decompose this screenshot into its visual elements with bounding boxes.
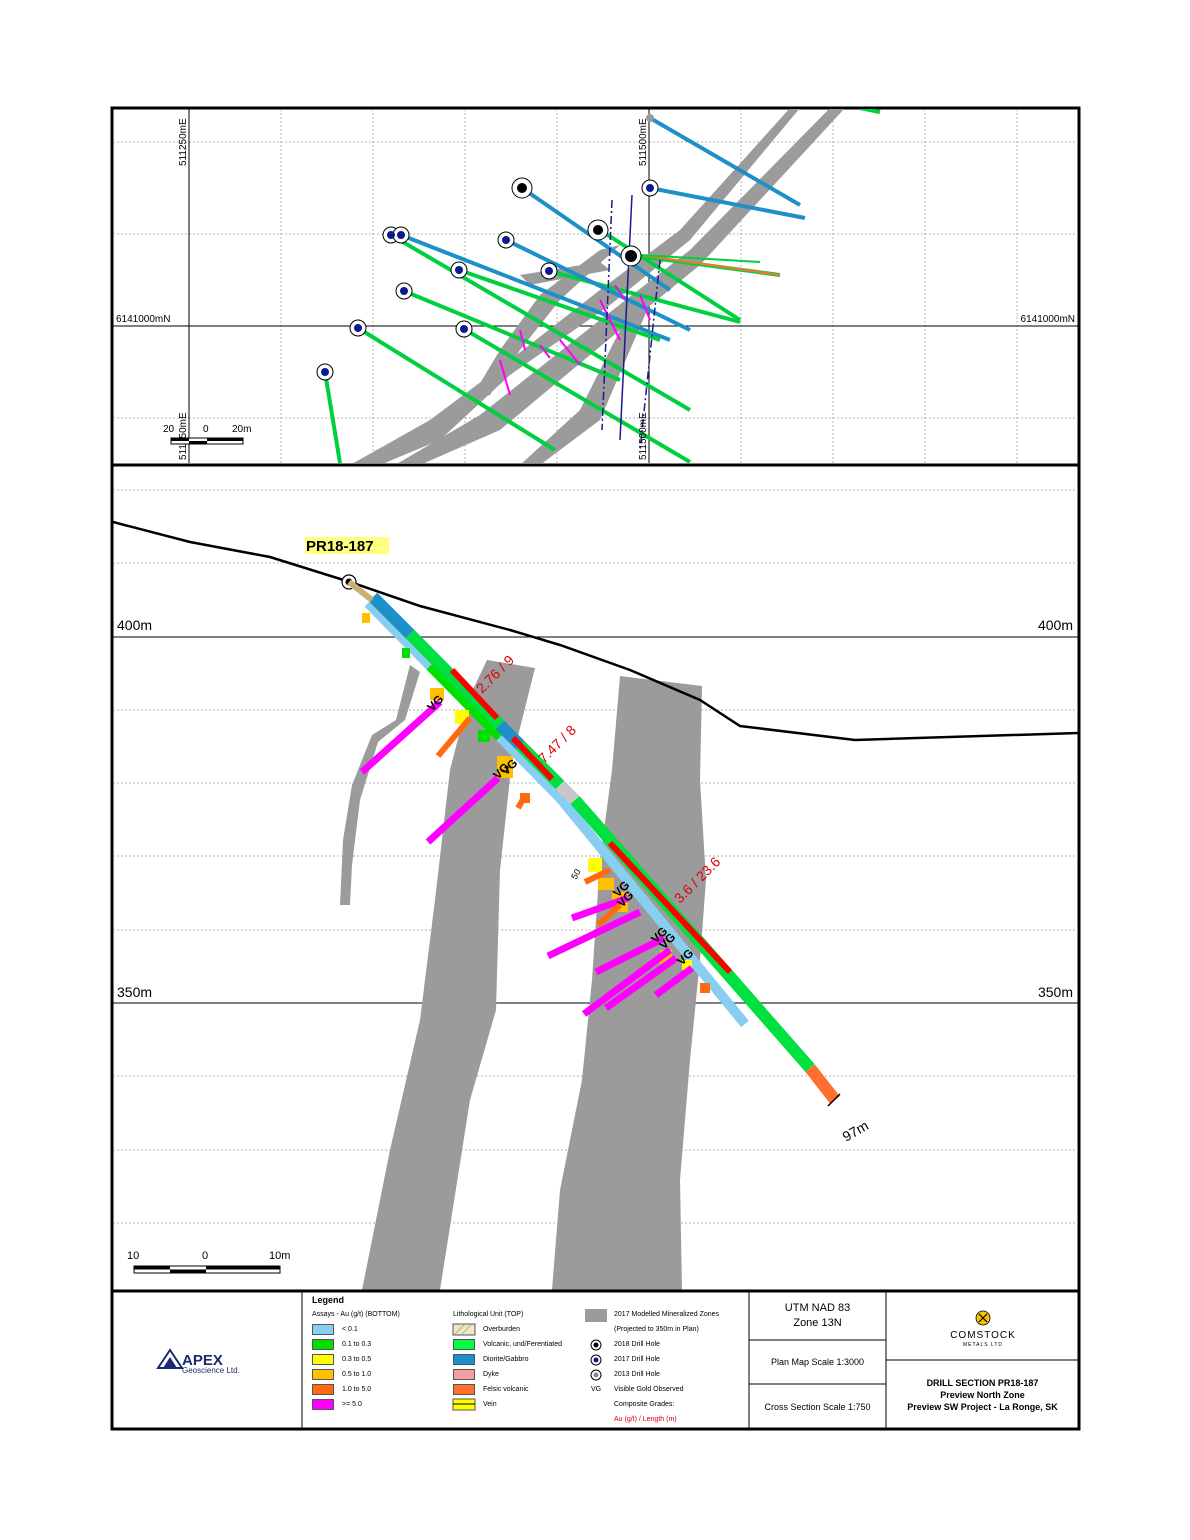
lithology-swatch	[453, 1339, 475, 1350]
end-of-hole-depth: 97m	[840, 1117, 872, 1144]
plan-scale-right: 20m	[232, 424, 251, 435]
plan-scale-left: 20	[163, 424, 175, 435]
hole-2013-label: 2013 Drill Hole	[614, 1371, 660, 1378]
elev-400-left: 400m	[117, 617, 152, 633]
northing-right-label: 6141000mN	[1021, 314, 1075, 325]
lithology-swatch-label: Diorite/Gabbro	[483, 1356, 529, 1363]
section-scale-bar: 10 0 10m	[127, 1250, 290, 1274]
assay-swatch-label: 0.5 to 1.0	[342, 1371, 372, 1378]
section-scale-left: 10	[127, 1250, 139, 1262]
apex-logo-subtext: Geoscience Ltd.	[182, 1366, 240, 1375]
section-assay-column	[364, 599, 749, 1028]
topography-line	[113, 520, 1078, 742]
assay-swatch-label: 1.0 to 5.0	[342, 1386, 372, 1393]
plan-scale-bar: 20 0 20m	[163, 424, 251, 445]
sheet-frame	[110, 106, 1081, 1431]
section-grid	[113, 489, 1078, 1224]
easting-right-bottom-label: 511500mE	[638, 412, 649, 460]
assay-swatch	[312, 1339, 334, 1350]
easting-left-label: 511250mE	[178, 118, 189, 166]
vg-code: VG	[591, 1386, 602, 1393]
apex-logo-text: APEX	[182, 1352, 223, 1369]
lithology-swatch-label: Overburden	[483, 1326, 520, 1333]
swatch-patterns	[452, 1323, 476, 1411]
assay-swatch-label: >= 5.0	[342, 1401, 362, 1408]
section-scale-mid: 0	[202, 1250, 208, 1262]
plan-scale-mid: 0	[203, 424, 209, 435]
plan-map: 511250mE 511500mE 511250mE 511500mE 6141…	[113, 109, 1078, 463]
plan-map-scale: Plan Map Scale 1:3000	[770, 1357, 865, 1367]
dip-angle-label: 50	[569, 867, 583, 881]
section-composite-bars	[449, 667, 733, 975]
projection-line2: Zone 13N	[793, 1317, 842, 1329]
composite-format: Au (g/t) / Length (m)	[614, 1416, 677, 1423]
vg-label: Visible Gold Observed	[614, 1386, 684, 1393]
hole-id-highlight	[305, 537, 389, 554]
assay-swatch	[312, 1354, 334, 1365]
plan-collars	[316, 114, 659, 381]
lithology-swatch	[453, 1369, 475, 1380]
assay-swatch	[312, 1324, 334, 1335]
legend-grid-lines	[301, 1292, 1079, 1429]
comstock-logo: COMSTOCK METALS LTD	[950, 1310, 1016, 1348]
hole-2018-label: 2018 Drill Hole	[614, 1341, 660, 1348]
zones-legend-label: 2017 Modelled Mineralized Zones	[614, 1311, 720, 1318]
cross-section-scale: Cross Section Scale 1:750	[764, 1402, 871, 1412]
elev-400-right: 400m	[1038, 617, 1073, 633]
lithology-swatch	[453, 1384, 475, 1395]
comstock-logo-subtext: METALS LTD	[963, 1342, 1003, 1348]
lithology-swatch	[453, 1354, 475, 1365]
lithology-legend-heading: Lithological Unit (TOP)	[453, 1311, 524, 1318]
title-block-line3: Preview SW Project - La Ronge, SK	[907, 1402, 1058, 1412]
lithology-swatch-label: Volcanic, und/Ferentiated	[483, 1341, 562, 1348]
projection-line1: UTM NAD 83	[784, 1302, 851, 1314]
apex-logo: APEX Geoscience Ltd.	[156, 1348, 240, 1375]
lithology-swatch-label: Vein	[483, 1401, 497, 1408]
easting-left-bottom-label: 511250mE	[178, 412, 189, 460]
easting-right-label: 511500mE	[638, 118, 649, 166]
hole-id-label: PR18-187	[306, 538, 374, 555]
zone-swatch	[585, 1309, 607, 1322]
northing-left-label: 6141000mN	[116, 314, 170, 325]
assay-swatch	[312, 1369, 334, 1380]
plan-drill-traces	[323, 109, 881, 463]
plan-high-grade-ticks	[499, 284, 651, 396]
plan-2018-trace	[601, 194, 661, 451]
composite-heading: Composite Grades:	[614, 1401, 675, 1408]
zones-projected-label: (Projected to 350m in Plan)	[614, 1326, 699, 1333]
end-of-hole-cap	[827, 1093, 841, 1107]
assay-swatch	[312, 1399, 334, 1410]
section-collar	[341, 574, 374, 603]
title-block-line2: Preview North Zone	[940, 1390, 1025, 1400]
elev-350-left: 350m	[117, 984, 152, 1000]
section-scale-right: 10m	[269, 1250, 290, 1262]
lithology-swatch-label: Dyke	[483, 1371, 499, 1378]
comstock-logo-text: COMSTOCK	[950, 1330, 1016, 1341]
elev-350-right: 350m	[1038, 984, 1073, 1000]
legend-title: Legend	[312, 1295, 345, 1305]
assay-legend-heading: Assays - Au (g/t) (BOTTOM)	[312, 1311, 400, 1318]
title-block-line1: DRILL SECTION PR18-187	[926, 1378, 1039, 1388]
assay-swatch-label: 0.3 to 0.5	[342, 1356, 372, 1363]
assay-swatch-label: < 0.1	[342, 1326, 358, 1333]
assay-swatch-label: 0.1 to 0.3	[342, 1341, 372, 1348]
hole-2017-label: 2017 Drill Hole	[614, 1356, 660, 1363]
assay-swatch	[312, 1384, 334, 1395]
lithology-swatch-label: Felsic volcanic	[483, 1386, 529, 1393]
composite-label-2: 7.47 / 8	[535, 722, 579, 766]
section-high-grade-bars	[359, 699, 695, 1017]
cross-section: VG VG VG VG VG VG VG VG 2.76 / 9 7.47 / …	[113, 489, 1078, 1290]
section-medium-grade-bars	[435, 716, 623, 928]
hole-symbols	[590, 1339, 602, 1381]
